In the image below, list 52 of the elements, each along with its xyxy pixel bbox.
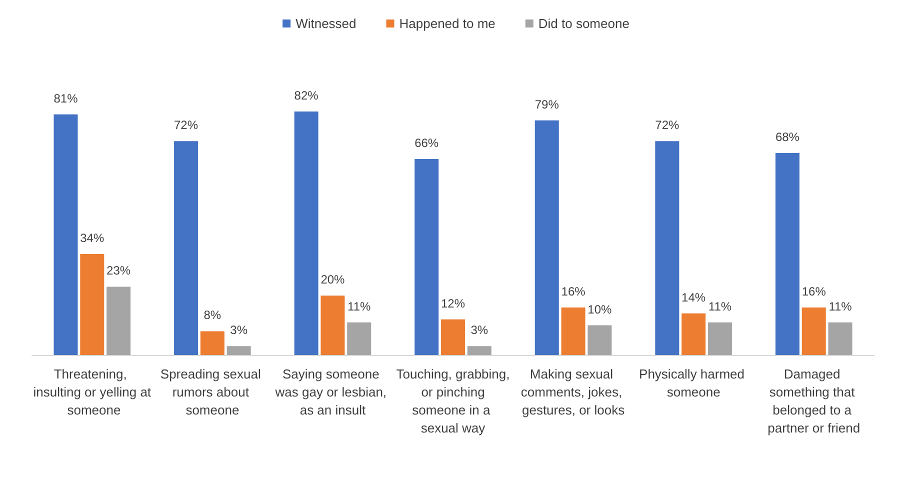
bar [106,286,131,355]
data-label: 3% [230,323,248,338]
bar [200,331,224,355]
data-label: 14% [682,290,706,304]
data-label: 16% [561,284,586,298]
x-tick-label: Saying someone was gay or lesbian, as an insult [274,366,390,418]
x-tick-label: Threatening, insulting or yelling at someone [33,366,152,418]
data-label: 16% [802,284,826,298]
bar [561,307,586,355]
bar [534,120,559,355]
bar [708,322,732,355]
data-label: 66% [414,136,439,150]
bar [802,307,826,355]
bar [414,158,439,355]
data-label: 82% [294,88,319,102]
data-label: 11% [348,299,371,314]
data-label: 3% [470,323,488,338]
x-tick-label: Touching, grabbing, or pinching someone in a sexual way [396,366,510,436]
x-tick-label: Making sexual comments, jokes, gestures, or looks [520,366,626,418]
legend-label: Happened to me [399,16,496,31]
bar [294,111,318,355]
bar [54,114,78,355]
bar [80,254,104,355]
x-tick-label: Damaged something that belonged to a partner or friend [768,366,860,436]
legend-label: Witnessed [296,16,356,31]
x-tick-label: Spreading sexual rumors about someone [160,366,264,418]
bar [588,325,612,355]
data-label: 23% [106,264,131,278]
bar [320,296,345,355]
data-label: 72% [174,118,198,132]
bar [441,319,465,355]
data-label: 34% [80,231,104,246]
legend-label: Did to someone [538,16,630,31]
bar [775,153,800,355]
data-label: 20% [320,272,346,287]
bar [828,322,852,355]
data-label: 79% [534,97,560,112]
data-label: 8% [204,308,222,322]
bar [655,141,680,355]
bar [682,313,706,355]
data-label: 68% [775,130,800,144]
data-label: 12% [440,296,466,310]
data-label: 81% [54,91,78,106]
bar [467,346,492,355]
data-label: 11% [708,299,732,314]
bar [347,322,372,355]
data-label: 72% [655,118,680,132]
data-label: 10% [588,302,612,316]
x-tick-label: Physically harmed someone [639,366,748,400]
data-label: 11% [828,299,852,314]
bar [174,141,198,355]
bar [226,346,251,355]
